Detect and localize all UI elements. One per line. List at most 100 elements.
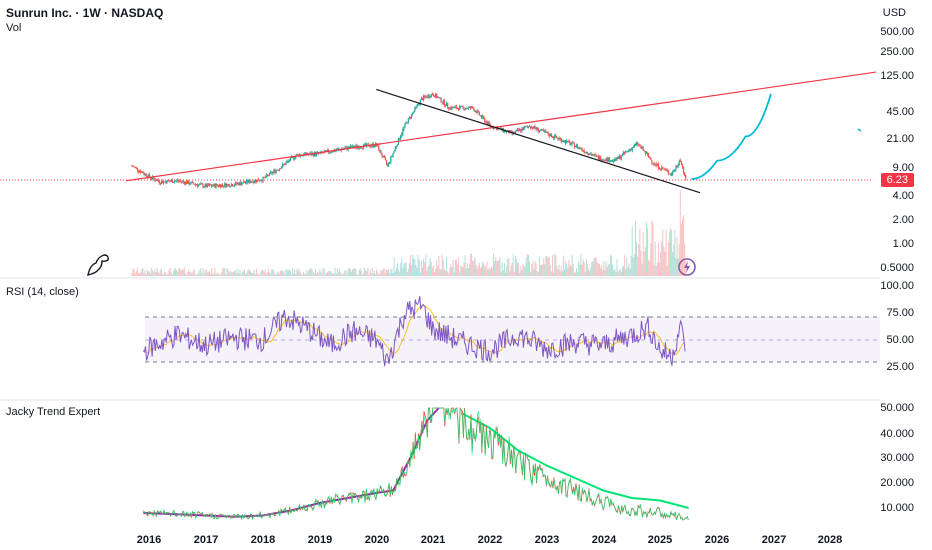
candle-body xyxy=(615,158,617,161)
candle-body xyxy=(398,138,401,140)
volume-bar xyxy=(346,273,348,276)
volume-bar xyxy=(148,271,150,276)
volume-bar xyxy=(598,264,600,276)
candle-body xyxy=(134,166,136,168)
candle-body xyxy=(460,105,462,107)
volume-bar xyxy=(627,267,629,276)
volume-bar xyxy=(371,267,373,276)
candle-body xyxy=(516,129,519,131)
volume-bar xyxy=(349,269,351,276)
volume-bar xyxy=(223,267,225,276)
candle-body xyxy=(463,107,465,110)
volume-bar xyxy=(312,272,314,276)
candle-body xyxy=(252,181,254,183)
candle-body xyxy=(251,181,253,183)
volume-bar xyxy=(411,265,413,276)
volume-bar xyxy=(210,273,212,276)
volume-bar xyxy=(157,271,159,276)
volume-bar xyxy=(585,259,587,276)
indicator-trend-up xyxy=(143,407,440,518)
volume-bar xyxy=(451,267,453,276)
indicator-slow-line xyxy=(142,407,689,521)
candle-body xyxy=(192,181,194,184)
candle-body xyxy=(424,95,426,97)
candle-body xyxy=(381,154,383,157)
volume-bar xyxy=(679,189,681,276)
candle-body xyxy=(582,150,584,151)
candle-body xyxy=(281,166,283,169)
volume-bar xyxy=(394,271,396,276)
volume-bar xyxy=(343,273,345,276)
candle-body xyxy=(358,146,360,149)
volume-bar xyxy=(651,220,653,276)
candle-body xyxy=(183,181,185,184)
volume-bar xyxy=(530,271,532,276)
candle-body xyxy=(514,131,516,134)
volume-bar xyxy=(401,258,403,276)
candle-body xyxy=(497,128,499,131)
candle-body xyxy=(607,157,609,162)
volume-bar xyxy=(413,257,415,276)
candle-body xyxy=(415,106,417,108)
volume-bar xyxy=(321,273,323,276)
candle-body xyxy=(289,157,291,161)
volume-bar xyxy=(326,272,328,276)
volume-bar xyxy=(462,266,464,276)
volume-bar xyxy=(404,262,406,276)
indicator-label: Jacky Trend Expert xyxy=(6,406,101,418)
volume-bar xyxy=(206,272,208,276)
candle-body xyxy=(629,149,631,151)
candle-body xyxy=(555,135,557,138)
volume-bar xyxy=(555,255,557,276)
candle-body xyxy=(313,152,315,156)
volume-bar xyxy=(363,273,365,276)
candle-body xyxy=(272,171,274,174)
candle-body xyxy=(613,159,615,162)
volume-bar xyxy=(640,250,642,276)
candle-body xyxy=(660,169,662,170)
volume-bar xyxy=(283,270,285,276)
volume-bar xyxy=(493,253,495,276)
volume-bar xyxy=(276,273,278,276)
candle-body xyxy=(525,126,527,127)
candle-body xyxy=(570,143,572,145)
volume-bar xyxy=(169,268,171,276)
volume-bar xyxy=(334,267,336,276)
volume-bar xyxy=(463,262,465,276)
candle-body xyxy=(261,180,263,182)
volume-bar xyxy=(434,272,436,276)
volume-bar xyxy=(621,267,623,276)
trendline-black xyxy=(376,88,701,194)
volume-bar xyxy=(242,271,244,276)
candle-body xyxy=(533,126,535,129)
volume-bar xyxy=(572,263,574,276)
candle-body xyxy=(326,150,329,151)
candle-body xyxy=(668,173,670,175)
volume-bar xyxy=(501,262,503,276)
candle-body xyxy=(488,122,490,125)
volume-bar xyxy=(487,269,489,276)
volume-bar xyxy=(171,274,173,276)
volume-bar xyxy=(509,271,511,276)
candle-body xyxy=(360,147,362,149)
candle-body xyxy=(201,183,203,185)
candle-body xyxy=(199,184,201,185)
volume-bar xyxy=(280,270,282,276)
volume-bar xyxy=(597,263,599,276)
candle-body xyxy=(259,180,261,182)
candle-body xyxy=(194,184,196,186)
volume-bar xyxy=(213,273,215,276)
candle-body xyxy=(291,156,294,158)
candle-body xyxy=(652,162,654,164)
candle-body xyxy=(275,170,277,173)
candle-body xyxy=(237,183,239,184)
candle-body xyxy=(642,147,644,151)
volume-bar xyxy=(590,267,592,276)
volume-bar xyxy=(529,261,531,276)
candle-body xyxy=(246,180,248,183)
volume-bar xyxy=(142,268,144,276)
volume-bar xyxy=(392,273,394,276)
volume-bar xyxy=(219,274,221,276)
candle-body xyxy=(605,158,607,161)
